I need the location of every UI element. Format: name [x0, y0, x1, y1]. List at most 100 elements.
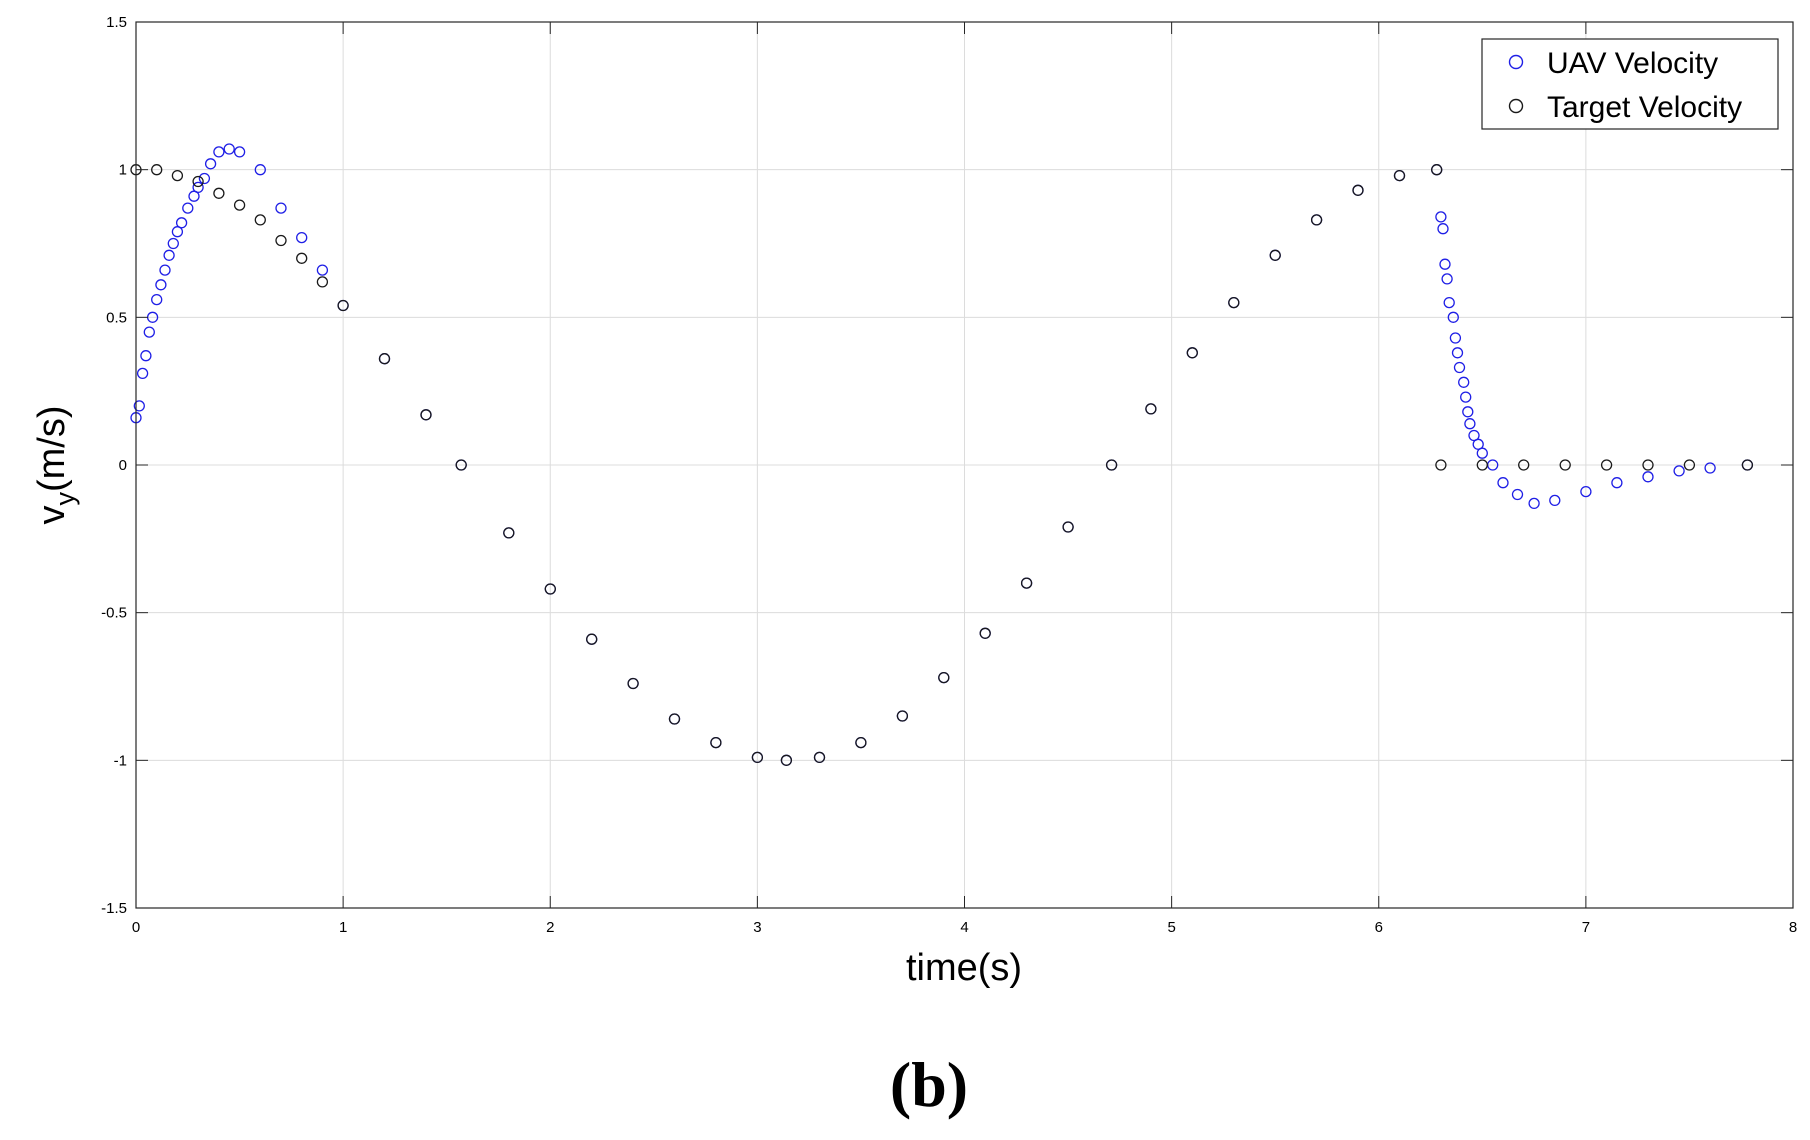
data-point-uav-velocity — [1451, 347, 1464, 359]
data-point-uav-velocity — [316, 264, 329, 276]
x-tick-label: 8 — [1789, 919, 1797, 936]
data-point-target-velocity — [1683, 459, 1696, 471]
series-target-velocity — [130, 164, 1754, 766]
data-point-uav-velocity — [275, 202, 287, 214]
data-point-target-velocity — [938, 671, 950, 684]
data-point-uav-velocity — [1468, 429, 1480, 442]
data-point-uav-velocity — [143, 326, 155, 338]
legend-label-uav: UAV Velocity — [1547, 47, 1718, 80]
legend-label-target: Target Velocity — [1547, 91, 1742, 124]
data-point-uav-velocity — [1528, 497, 1540, 510]
series-layer — [130, 143, 1754, 766]
data-point-uav-velocity — [1439, 258, 1451, 270]
data-point-target-velocity — [1741, 459, 1754, 471]
data-point-target-velocity — [1186, 347, 1198, 359]
data-point-uav-velocity — [133, 400, 145, 412]
data-point-uav-velocity — [1443, 296, 1455, 309]
data-point-target-velocity — [378, 353, 391, 365]
y-tick-label: -1.5 — [101, 900, 127, 917]
data-point-target-velocity — [544, 583, 556, 595]
data-point-target-velocity — [1435, 459, 1447, 471]
x-tick-label: 0 — [132, 919, 140, 936]
legend-marker-uav — [1508, 54, 1524, 70]
data-point-uav-velocity — [1580, 485, 1592, 498]
data-point-uav-velocity — [1642, 471, 1654, 483]
data-point-target-velocity — [1020, 577, 1033, 589]
y-tick-label: -1 — [114, 752, 127, 769]
data-point-uav-velocity — [1462, 406, 1474, 418]
data-point-target-velocity — [1062, 521, 1074, 533]
x-tick-label: 4 — [960, 919, 968, 936]
data-point-uav-velocity — [1476, 447, 1488, 459]
data-point-target-velocity — [337, 299, 349, 312]
data-point-uav-velocity — [1472, 438, 1484, 450]
tick-labels: 0 1 2 3 4 5 6 7 8 -1.5 -1 -0.5 0 0.5 1 1.5 — [101, 14, 1797, 936]
data-point-uav-velocity — [1704, 462, 1716, 474]
data-point-uav-velocity — [254, 164, 266, 176]
x-tick-label: 1 — [339, 919, 347, 936]
x-tick-label: 2 — [546, 919, 554, 936]
data-point-target-velocity — [233, 199, 246, 211]
data-point-target-velocity — [455, 459, 467, 471]
data-point-target-velocity — [979, 627, 991, 639]
data-point-uav-velocity — [167, 237, 179, 250]
data-point-target-velocity — [1600, 459, 1613, 471]
data-point-uav-velocity — [136, 367, 149, 380]
y-tick-label: 1.5 — [106, 14, 127, 31]
legend: UAV Velocity Target Velocity — [1481, 38, 1779, 130]
y-axis-label-unit: (m/s) — [31, 405, 73, 492]
data-point-uav-velocity — [1449, 332, 1462, 344]
data-point-target-velocity — [1393, 169, 1406, 182]
data-point-target-velocity — [296, 252, 308, 264]
data-point-uav-velocity — [1497, 477, 1509, 489]
data-point-uav-velocity — [198, 172, 211, 185]
data-point-target-velocity — [1310, 214, 1323, 226]
data-point-uav-velocity — [1453, 361, 1466, 374]
data-point-uav-velocity — [233, 146, 246, 158]
data-point-target-velocity — [503, 527, 515, 539]
data-point-uav-velocity — [1549, 494, 1561, 507]
data-point-target-velocity — [420, 409, 432, 421]
data-point-uav-velocity — [151, 293, 163, 306]
data-point-target-velocity — [1476, 459, 1488, 471]
data-point-uav-velocity — [182, 202, 194, 214]
data-point-target-velocity — [751, 751, 764, 764]
data-point-uav-velocity — [1437, 223, 1449, 235]
y-axis-label-subscript: y — [50, 492, 80, 506]
data-point-uav-velocity — [159, 264, 171, 276]
data-point-uav-velocity — [1447, 311, 1459, 323]
data-point-target-velocity — [1431, 164, 1443, 176]
data-point-uav-velocity — [1460, 391, 1472, 403]
y-axis-label-main: v — [31, 506, 73, 525]
data-point-target-velocity — [1642, 459, 1654, 471]
data-point-target-velocity — [1518, 459, 1530, 471]
data-point-target-velocity — [151, 164, 163, 176]
data-point-uav-velocity — [155, 279, 167, 291]
data-point-uav-velocity — [1435, 211, 1447, 223]
x-tick-label: 6 — [1375, 919, 1383, 936]
data-point-target-velocity — [254, 214, 266, 226]
x-tick-label: 5 — [1167, 919, 1175, 936]
data-point-target-velocity — [896, 710, 909, 722]
data-point-uav-velocity — [140, 350, 152, 362]
data-point-uav-velocity — [223, 143, 235, 155]
data-point-uav-velocity — [192, 181, 204, 194]
data-point-uav-velocity — [171, 226, 184, 238]
data-point-target-velocity — [275, 234, 287, 247]
x-tick-label: 7 — [1582, 919, 1590, 936]
data-point-uav-velocity — [1464, 418, 1476, 430]
data-point-target-velocity — [213, 187, 225, 199]
legend-box — [1481, 38, 1779, 130]
data-point-uav-velocity — [213, 146, 225, 158]
data-point-target-velocity — [586, 633, 598, 645]
data-point-uav-velocity — [1441, 273, 1453, 285]
y-tick-label: 0 — [119, 457, 127, 474]
data-point-uav-velocity — [1611, 477, 1623, 489]
data-point-uav-velocity — [1511, 488, 1524, 501]
data-point-uav-velocity — [1458, 376, 1470, 388]
data-point-target-velocity — [192, 175, 204, 188]
data-point-uav-velocity — [296, 231, 308, 244]
data-point-target-velocity — [710, 736, 722, 749]
y-tick-label: -0.5 — [101, 605, 127, 622]
